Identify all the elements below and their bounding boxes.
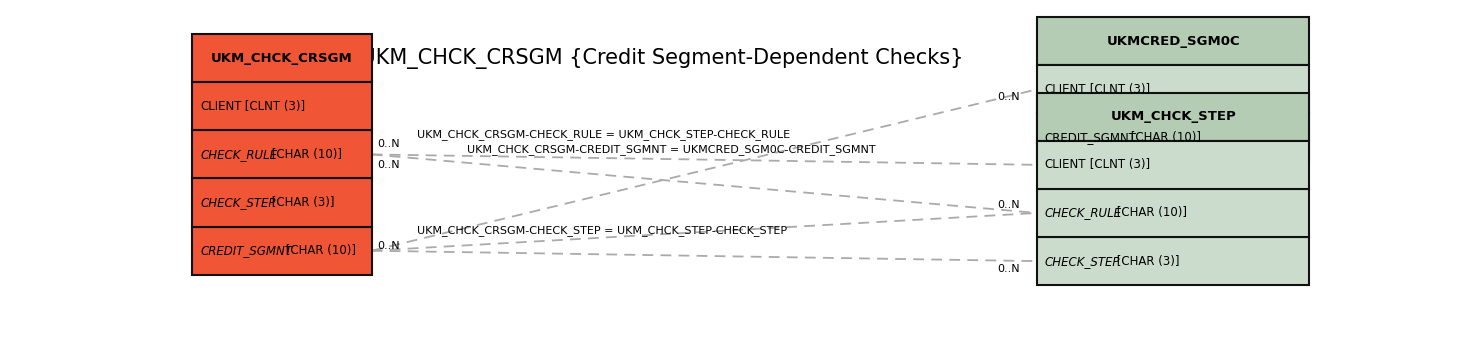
Text: 0..N: 0..N — [378, 241, 400, 250]
Text: [CHAR (10)]: [CHAR (10)] — [1127, 131, 1201, 144]
Text: CLIENT: CLIENT — [201, 100, 242, 113]
Text: CLIENT: CLIENT — [1045, 83, 1087, 96]
Text: [CLNT (3)]: [CLNT (3)] — [1086, 158, 1150, 171]
Text: SAP ABAP table UKM_CHCK_CRSGM {Credit Segment-Dependent Checks}: SAP ABAP table UKM_CHCK_CRSGM {Credit Se… — [192, 48, 964, 69]
Text: [CHAR (3)]: [CHAR (3)] — [1113, 255, 1179, 268]
Text: UKM_CHCK_CRSGM-CREDIT_SGMNT = UKMCRED_SGM0C-CREDIT_SGMNT: UKM_CHCK_CRSGM-CREDIT_SGMNT = UKMCRED_SG… — [467, 144, 875, 155]
FancyBboxPatch shape — [192, 34, 372, 82]
FancyBboxPatch shape — [1037, 17, 1310, 65]
Text: CREDIT_SGMNT: CREDIT_SGMNT — [1045, 131, 1137, 144]
FancyBboxPatch shape — [192, 130, 372, 178]
Text: CHECK_RULE: CHECK_RULE — [1045, 207, 1122, 219]
Text: 0..N: 0..N — [998, 92, 1020, 102]
FancyBboxPatch shape — [1037, 237, 1310, 285]
Text: UKM_CHCK_CRSGM: UKM_CHCK_CRSGM — [211, 52, 353, 65]
Text: [CHAR (3)]: [CHAR (3)] — [268, 196, 335, 209]
Text: CLIENT: CLIENT — [1045, 158, 1087, 171]
Text: CHECK_RULE: CHECK_RULE — [201, 148, 277, 161]
FancyBboxPatch shape — [1037, 65, 1310, 114]
FancyBboxPatch shape — [1037, 114, 1310, 162]
Text: [CLNT (3)]: [CLNT (3)] — [1086, 83, 1150, 96]
Text: [CLNT (3)]: [CLNT (3)] — [242, 100, 305, 113]
FancyBboxPatch shape — [1037, 93, 1310, 141]
Text: CHECK_STEP: CHECK_STEP — [1045, 255, 1121, 268]
Text: UKM_CHCK_CRSGM-CHECK_STEP = UKM_CHCK_STEP-CHECK_STEP: UKM_CHCK_CRSGM-CHECK_STEP = UKM_CHCK_STE… — [418, 225, 787, 236]
FancyBboxPatch shape — [1037, 189, 1310, 237]
FancyBboxPatch shape — [192, 178, 372, 227]
Text: 0..N: 0..N — [998, 264, 1020, 274]
Text: UKM_CHCK_STEP: UKM_CHCK_STEP — [1110, 110, 1236, 123]
Text: UKMCRED_SGM0C: UKMCRED_SGM0C — [1106, 35, 1239, 48]
Text: [CHAR (10)]: [CHAR (10)] — [281, 244, 356, 257]
Text: [CHAR (10)]: [CHAR (10)] — [268, 148, 343, 161]
Text: 0..N: 0..N — [998, 200, 1020, 210]
FancyBboxPatch shape — [192, 82, 372, 130]
FancyBboxPatch shape — [1037, 141, 1310, 189]
Text: CHECK_STEP: CHECK_STEP — [201, 196, 275, 209]
FancyBboxPatch shape — [192, 227, 372, 275]
Text: UKM_CHCK_CRSGM-CHECK_RULE = UKM_CHCK_STEP-CHECK_RULE: UKM_CHCK_CRSGM-CHECK_RULE = UKM_CHCK_STE… — [418, 129, 790, 140]
Text: 0..N: 0..N — [378, 160, 400, 170]
Text: 0..N: 0..N — [378, 139, 400, 149]
Text: [CHAR (10)]: [CHAR (10)] — [1113, 207, 1187, 219]
Text: CREDIT_SGMNT: CREDIT_SGMNT — [201, 244, 292, 257]
